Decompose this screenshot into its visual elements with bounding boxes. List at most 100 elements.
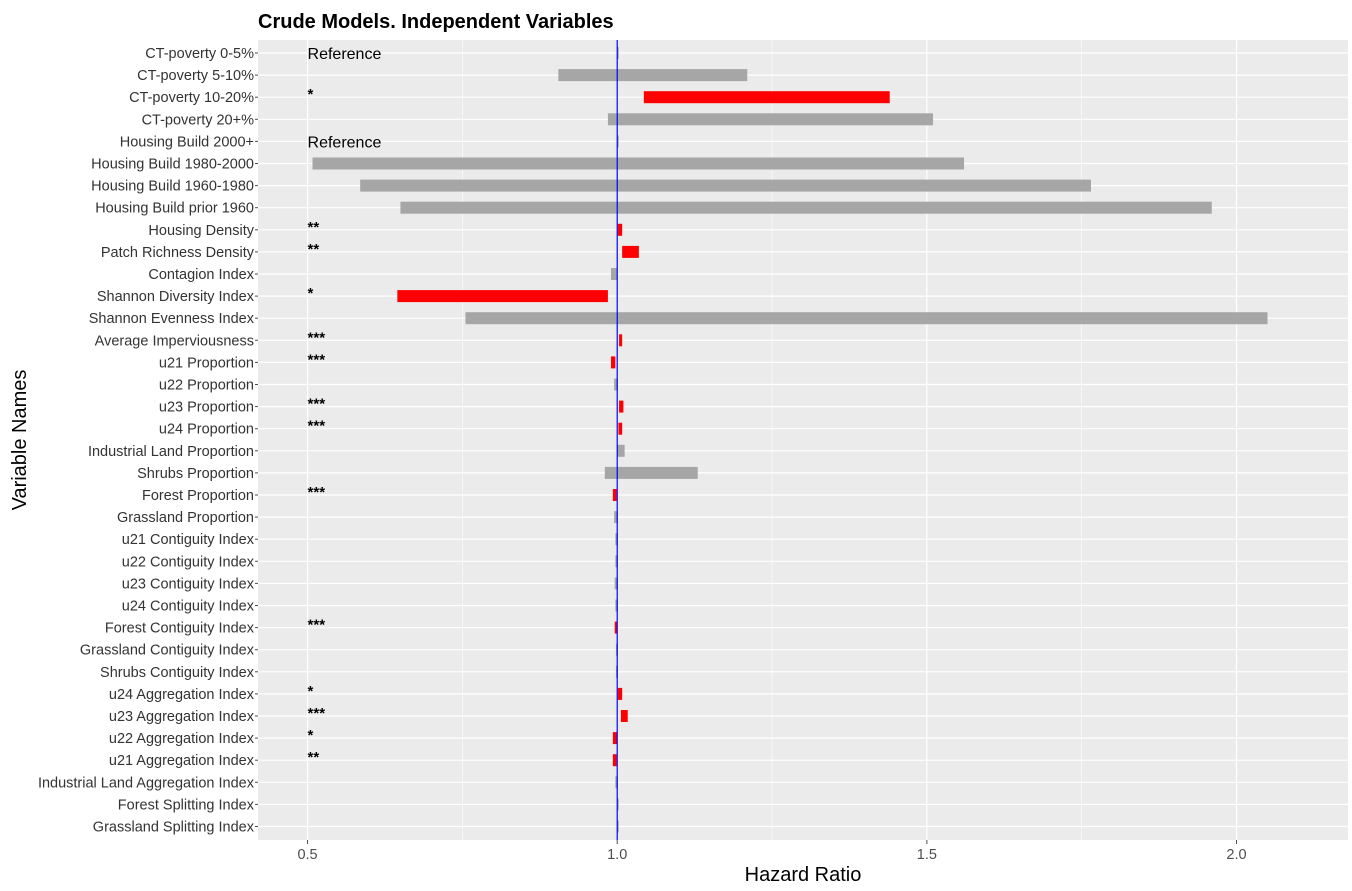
y-tick-label: Grassland Splitting Index bbox=[93, 820, 255, 836]
y-tick-label: Average Imperviousness bbox=[95, 333, 254, 349]
range-bar bbox=[620, 710, 628, 722]
y-tick-label: u23 Proportion bbox=[159, 400, 254, 416]
significance-stars: *** bbox=[308, 484, 326, 501]
significance-stars: *** bbox=[308, 418, 326, 435]
y-tick-label: CT-poverty 0-5% bbox=[145, 46, 254, 62]
y-axis-title: Variable Names bbox=[9, 370, 31, 511]
range-bar bbox=[617, 687, 623, 700]
significance-stars: * bbox=[308, 86, 314, 103]
range-bar bbox=[615, 599, 618, 612]
range-bar bbox=[614, 621, 618, 634]
x-axis-title: Hazard Ratio bbox=[745, 864, 862, 886]
y-tick-label: Grassland Proportion bbox=[117, 510, 254, 526]
x-tick-label: 2.0 bbox=[1226, 847, 1246, 863]
y-tick-label: CT-poverty 10-20% bbox=[129, 90, 254, 106]
range-bar bbox=[614, 378, 618, 391]
y-tick-label: u21 Proportion bbox=[159, 355, 254, 371]
significance-annotations: Reference*Reference*********************… bbox=[308, 46, 382, 766]
range-bar bbox=[617, 135, 619, 148]
x-axis-ticks: 0.5 1.0 1.5 2.0 bbox=[297, 840, 1247, 863]
significance-stars: * bbox=[308, 727, 314, 744]
y-tick-label: u21 Contiguity Index bbox=[122, 532, 255, 548]
significance-stars: *** bbox=[308, 351, 326, 368]
range-bar bbox=[614, 511, 618, 524]
range-bar bbox=[397, 290, 608, 303]
reference-annotation: Reference bbox=[308, 46, 382, 63]
range-bar bbox=[617, 444, 625, 457]
range-bar bbox=[611, 356, 616, 369]
range-bar bbox=[619, 400, 624, 413]
significance-stars: * bbox=[308, 285, 314, 302]
range-bar bbox=[615, 533, 618, 546]
range-bar bbox=[617, 820, 619, 833]
y-tick-label: Housing Build 1960-1980 bbox=[91, 179, 254, 195]
significance-stars: *** bbox=[308, 705, 326, 722]
range-bar bbox=[643, 91, 890, 104]
y-axis-labels: CT-poverty 0-5% CT-poverty 5-10% CT-povert… bbox=[38, 46, 258, 836]
y-tick-label: u22 Proportion bbox=[159, 378, 254, 394]
significance-stars: ** bbox=[308, 241, 320, 258]
range-bar bbox=[617, 223, 623, 236]
y-tick-label: u22 Contiguity Index bbox=[122, 554, 255, 570]
x-tick-label: 1.0 bbox=[607, 847, 627, 863]
range-bar bbox=[619, 334, 623, 347]
significance-stars: ** bbox=[308, 749, 320, 766]
range-bar bbox=[360, 179, 1091, 192]
range-bar bbox=[604, 466, 698, 479]
y-tick-label: Patch Richness Density bbox=[101, 245, 255, 261]
y-tick-label: u23 Contiguity Index bbox=[122, 576, 255, 592]
y-tick-label: u22 Aggregation Index bbox=[109, 731, 255, 747]
range-bar bbox=[558, 69, 748, 82]
significance-stars: * bbox=[308, 683, 314, 700]
range-bar bbox=[612, 732, 618, 745]
range-bar bbox=[400, 201, 1212, 214]
y-tick-label: CT-poverty 5-10% bbox=[137, 68, 254, 84]
y-tick-label: Grassland Contiguity Index bbox=[80, 643, 255, 659]
y-tick-label: Housing Build 1980-2000 bbox=[91, 157, 254, 173]
y-tick-label: Housing Density bbox=[148, 223, 254, 239]
y-tick-label: Shannon Diversity Index bbox=[97, 289, 255, 305]
y-tick-label: u24 Proportion bbox=[159, 422, 254, 438]
plot-panel bbox=[258, 40, 1348, 840]
chart-title: Crude Models. Independent Variables bbox=[258, 11, 614, 33]
y-tick-label: Forest Contiguity Index bbox=[105, 621, 255, 637]
range-bar bbox=[622, 245, 639, 258]
y-tick-label: Contagion Index bbox=[148, 267, 254, 283]
significance-stars: *** bbox=[308, 329, 326, 346]
reference-annotation: Reference bbox=[308, 134, 382, 151]
x-tick-label: 1.5 bbox=[917, 847, 937, 863]
range-bars bbox=[312, 47, 1268, 833]
y-tick-label: u24 Aggregation Index bbox=[109, 687, 255, 703]
y-tick-label: u23 Aggregation Index bbox=[109, 709, 255, 725]
y-tick-label: Shrubs Proportion bbox=[137, 466, 254, 482]
significance-stars: *** bbox=[308, 617, 326, 634]
y-tick-label: CT-poverty 20+% bbox=[142, 112, 255, 128]
range-bar bbox=[618, 422, 623, 435]
x-tick-label: 0.5 bbox=[297, 847, 317, 863]
range-bar bbox=[612, 754, 617, 767]
y-tick-label: Industrial Land Aggregation Index bbox=[38, 775, 255, 791]
range-bar bbox=[611, 268, 618, 280]
range-bar bbox=[614, 577, 618, 590]
y-tick-label: Shrubs Contiguity Index bbox=[100, 665, 255, 681]
range-bar bbox=[465, 312, 1268, 325]
range-bar bbox=[615, 555, 618, 568]
y-tick-label: u24 Contiguity Index bbox=[122, 599, 255, 615]
significance-stars: *** bbox=[308, 396, 326, 413]
range-bar bbox=[312, 157, 965, 170]
y-tick-label: Housing Build 2000+ bbox=[120, 134, 254, 150]
range-bar bbox=[617, 798, 619, 811]
range-bar bbox=[615, 776, 618, 789]
range-bar bbox=[617, 47, 619, 59]
y-tick-label: Housing Build prior 1960 bbox=[95, 201, 254, 217]
y-tick-label: Forest Splitting Index bbox=[118, 797, 255, 813]
y-tick-label: Forest Proportion bbox=[142, 488, 254, 504]
range-bar bbox=[607, 113, 934, 126]
y-tick-label: u21 Aggregation Index bbox=[109, 753, 255, 769]
y-tick-label: Industrial Land Proportion bbox=[88, 444, 254, 460]
range-bar bbox=[612, 489, 617, 501]
significance-stars: ** bbox=[308, 219, 320, 236]
y-tick-label: Shannon Evenness Index bbox=[89, 311, 255, 327]
